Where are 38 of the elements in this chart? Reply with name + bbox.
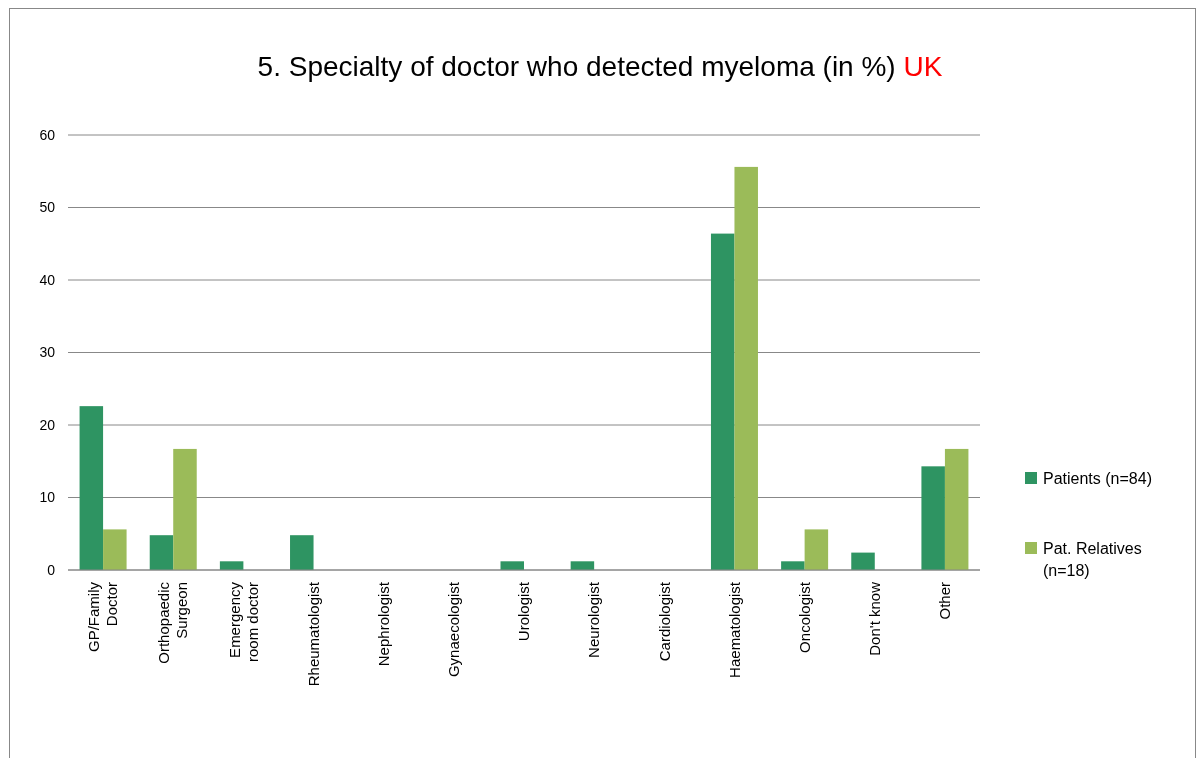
legend-label: Patients (n=84) <box>1043 469 1152 487</box>
legend-label: Pat. Relatives (n=18) <box>1043 539 1142 579</box>
chart-title: 5. Specialty of doctor who detected myeloma (in %) UK <box>257 51 943 82</box>
x-tick-label: Orthopaedic Surgeon <box>155 581 191 664</box>
bar <box>921 466 945 570</box>
x-tick-label: Other <box>936 582 954 620</box>
bar <box>290 535 314 570</box>
y-tick-label: 30 <box>39 344 56 361</box>
bar <box>851 552 875 570</box>
y-tick-label: 0 <box>47 561 56 578</box>
x-tick-label: Neurologist <box>585 581 603 658</box>
x-tick-label: Urologist <box>515 581 533 642</box>
bar <box>149 535 174 570</box>
bar <box>500 561 524 570</box>
bar <box>103 529 127 570</box>
x-tick-label: Rheumatologist <box>304 581 322 687</box>
y-tick-label: 10 <box>39 489 56 506</box>
bar <box>804 529 829 570</box>
x-tick-label: GP/Family Doctor <box>85 581 121 653</box>
x-tick-label: Don't know <box>866 581 884 656</box>
bar <box>570 561 595 570</box>
bar <box>710 233 735 570</box>
bar <box>734 166 758 570</box>
x-tick-label: Nephrologist <box>374 581 392 667</box>
x-tick-label: Emergency room doctor <box>225 581 261 663</box>
bar <box>79 406 104 570</box>
x-tick-label: Haematologist <box>725 581 743 678</box>
y-tick-label: 20 <box>39 416 56 433</box>
x-tick-label: Cardiologist <box>655 581 673 662</box>
x-tick-label: Gynaecologist <box>445 581 463 678</box>
bar <box>173 448 197 570</box>
bar <box>219 561 244 570</box>
bar <box>944 448 969 570</box>
y-tick-label: 50 <box>39 199 56 216</box>
y-tick-label: 60 <box>39 126 56 143</box>
y-tick-label: 40 <box>39 271 56 288</box>
x-tick-label: Oncologist <box>795 581 813 653</box>
bar <box>781 561 805 570</box>
